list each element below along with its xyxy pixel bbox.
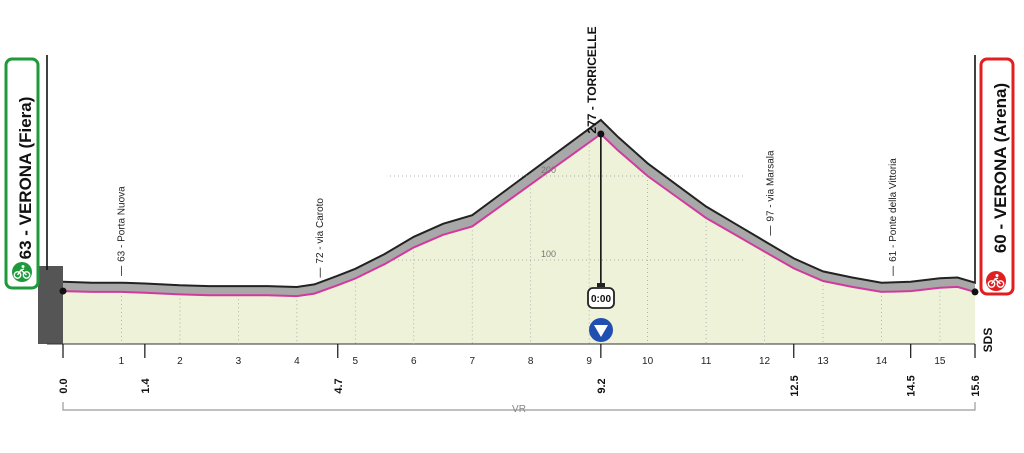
finish-label: 60 - VERONA (Arena) [991, 83, 1010, 253]
summit-label: 277 - TORRICELLE [585, 26, 599, 133]
key-distance-label: 14.5 [906, 375, 918, 396]
key-distance-label: 1.4 [140, 377, 152, 393]
side-label-sds: SDS [981, 328, 995, 353]
km-tick-label: 5 [353, 356, 359, 367]
start-badge: 63 - VERONA (Fiera) [4, 57, 40, 290]
road-edge [62, 118, 976, 289]
key-distance-label: 0.0 [58, 378, 70, 393]
profile-layer [38, 55, 976, 345]
km-tick-label: 8 [528, 356, 534, 367]
km-tick-label: 3 [236, 356, 242, 367]
km-tick-label: 10 [642, 356, 654, 367]
elevation-tick-label: 200 [541, 165, 556, 175]
down-triangle-icon [594, 325, 608, 337]
start-badge-frame [4, 57, 40, 290]
waypoint-label: 63 - Porta Nuova [117, 186, 128, 262]
key-distance-label: 4.7 [333, 378, 345, 393]
waypoint-label: 97 - via Marsala [765, 150, 776, 222]
km-tick-label: 6 [411, 356, 417, 367]
timecheck-marker: 0:00 [587, 283, 615, 342]
waypoint-label: 72 - via Caroto [315, 198, 326, 264]
waypoint-label: 61 - Ponte della Vittoria [888, 158, 899, 262]
km-tick-label: 15 [934, 356, 946, 367]
km-tick-label: 1 [119, 356, 125, 367]
km-tick-label: 2 [177, 356, 183, 367]
stopwatch-icon [587, 287, 615, 309]
finish-badge-frame [979, 57, 1015, 296]
profile-area [63, 134, 975, 344]
km-tick-label: 12 [759, 356, 771, 367]
key-distance-label: 15.6 [970, 375, 982, 396]
cyclist-icon [12, 262, 32, 282]
km-tick-label: 14 [876, 356, 888, 367]
stopwatch-crown [597, 283, 605, 287]
key-distance-label: 9.2 [596, 378, 608, 393]
cyclist-icon [986, 271, 1006, 291]
route-line [62, 132, 976, 298]
start-dot [59, 287, 67, 295]
province-label: VR [512, 404, 526, 415]
km-tick-label: 7 [469, 356, 475, 367]
timecheck-label: 0:00 [591, 294, 611, 305]
km-tick-label: 4 [294, 356, 300, 367]
km-tick-label: 9 [586, 356, 592, 367]
province-bracket: VR [62, 402, 976, 415]
start-label: 63 - VERONA (Fiera) [16, 97, 35, 260]
finish-badge: 60 - VERONA (Arena) [979, 57, 1015, 296]
summit-dot [597, 130, 605, 138]
finish-dot [971, 288, 979, 296]
km-tick-label: 13 [817, 356, 829, 367]
marks-layer: 0.0 1.4 4.7 9.2 12.5 14.5 15.6 63 - Porta Nuova… [58, 130, 982, 397]
elevation-tick-label: 100 [541, 249, 556, 259]
start-wall [38, 266, 63, 344]
key-distance-label: 12.5 [789, 375, 801, 396]
km-tick-label: 11 [701, 356, 712, 367]
